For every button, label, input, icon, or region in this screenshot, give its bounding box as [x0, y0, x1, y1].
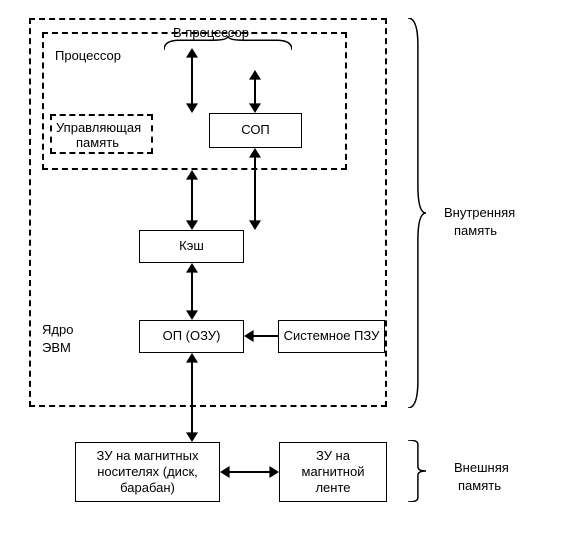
brace-outer [408, 440, 426, 502]
diagram-stage: СОП Кэш ОП (ОЗУ) Системное ПЗУ ЗУ на маг… [0, 0, 561, 539]
brace-top [164, 36, 292, 50]
arrows-layer [0, 0, 561, 539]
brace-inner [408, 18, 426, 408]
